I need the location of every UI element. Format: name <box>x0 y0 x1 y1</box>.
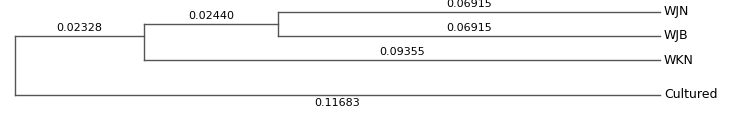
Text: 0.06915: 0.06915 <box>446 0 492 9</box>
Text: 0.11683: 0.11683 <box>315 98 361 108</box>
Text: WJN: WJN <box>664 6 689 18</box>
Text: 0.09355: 0.09355 <box>379 47 424 57</box>
Text: 0.06915: 0.06915 <box>446 23 492 33</box>
Text: Cultured: Cultured <box>664 89 718 102</box>
Text: WKN: WKN <box>664 53 694 67</box>
Text: 0.02440: 0.02440 <box>188 11 234 21</box>
Text: 0.02328: 0.02328 <box>56 23 102 33</box>
Text: WJB: WJB <box>664 29 689 42</box>
